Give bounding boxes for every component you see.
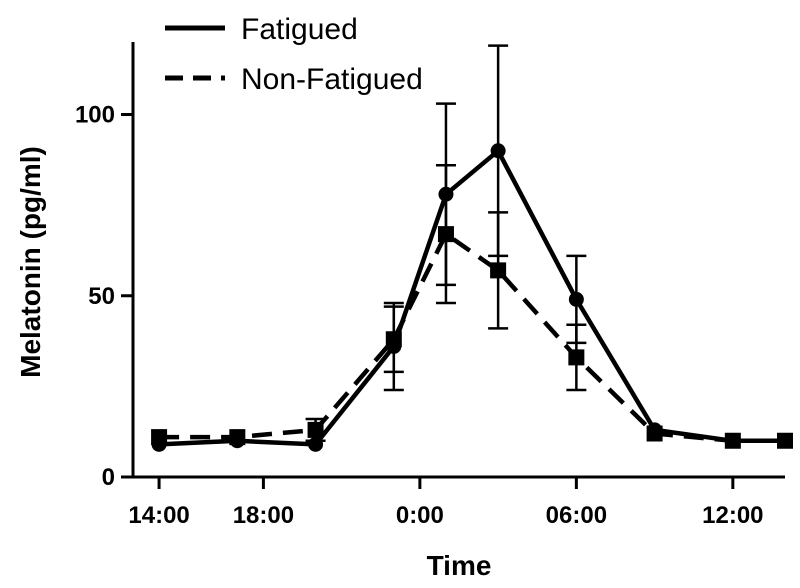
- series-non-fatigued: [151, 164, 793, 449]
- y-tick-label-0: 0: [102, 464, 115, 491]
- series-fatigued: [151, 44, 793, 452]
- x-tick-label-0: 14:00: [128, 502, 189, 529]
- data-point: [229, 429, 246, 446]
- data-point: [385, 331, 402, 348]
- y-axis-title: Melatonin (pg/ml): [15, 146, 46, 378]
- data-point: [646, 425, 663, 442]
- data-point: [724, 432, 741, 449]
- x-axis-title: Time: [427, 550, 492, 581]
- x-tick-label-3: 06:00: [546, 502, 607, 529]
- data-point: [151, 429, 168, 446]
- series-line: [158, 148, 785, 447]
- legend-item-fatigued: Fatigued: [165, 13, 358, 46]
- legend-item-non-fatigued: Non-Fatigued: [165, 63, 423, 96]
- y-tick-label-50: 50: [88, 283, 115, 310]
- x-tick-label-4: 12:00: [702, 502, 763, 529]
- data-point: [777, 432, 793, 449]
- data-point: [490, 262, 507, 279]
- legend-label: Fatigued: [241, 13, 358, 46]
- axes: 0 50 100 14:00 18:00 0:00 06:00 12:00: [75, 42, 785, 529]
- series-line: [159, 231, 785, 444]
- y-tick-label-100: 100: [75, 102, 115, 129]
- data-point: [568, 349, 585, 366]
- data-point: [490, 143, 506, 159]
- legend-label: Non-Fatigued: [241, 63, 423, 96]
- x-tick-label-2: 0:00: [396, 502, 444, 529]
- data-point: [568, 291, 584, 307]
- legend: Fatigued Non-Fatigued: [165, 13, 423, 96]
- data-point: [307, 421, 324, 438]
- plot-area: [151, 44, 793, 452]
- x-tick-label-1: 18:00: [233, 502, 294, 529]
- data-point: [437, 226, 454, 243]
